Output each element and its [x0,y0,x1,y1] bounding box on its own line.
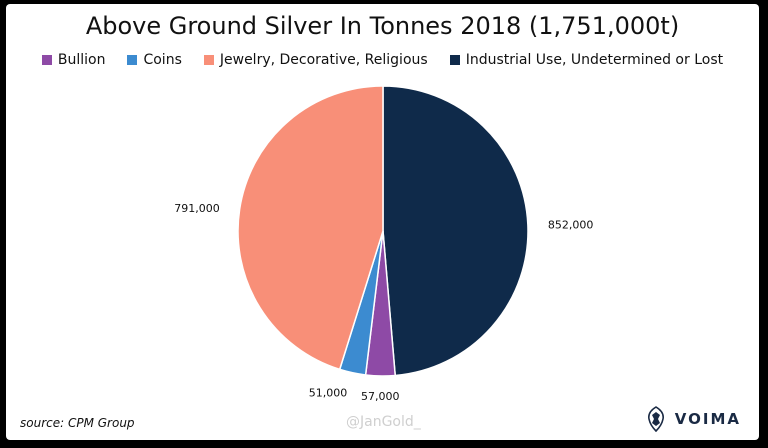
chart-legend: Bullion Coins Jewelry, Decorative, Relig… [6,52,759,68]
logo-text: VOIMA [674,410,741,428]
legend-swatch-coins [127,55,138,65]
legend-swatch-bullion [41,55,52,65]
legend-swatch-industrial [449,55,460,65]
pie-chart: 852,000 57,000 51,000 791,000 [174,85,593,403]
pie-slice-jewelry [237,85,384,371]
legend-item-jewelry: Jewelry, Decorative, Religious [203,52,428,68]
legend-label-bullion: Bullion [57,52,106,68]
pie-slice-industrial [382,85,529,377]
legend-item-bullion: Bullion [41,52,106,68]
voima-logo: VOIMA [645,406,741,432]
source-note: source: CPM Group [20,416,135,430]
chart-title: Above Ground Silver In Tonnes 2018 (1,75… [85,12,680,40]
data-label-coins: 51,000 [309,387,348,400]
chart-frame: Above Ground Silver In Tonnes 2018 (1,75… [6,4,759,440]
legend-label-jewelry: Jewelry, Decorative, Religious [219,52,428,68]
data-label-industrial: 852,000 [548,219,594,232]
pie-labels: 852,000 57,000 51,000 791,000 [174,202,593,403]
data-label-jewelry: 791,000 [174,202,220,215]
legend-label-coins: Coins [143,52,182,68]
lion-crest-icon [647,406,664,432]
legend-label-industrial: Industrial Use, Undetermined or Lost [465,52,724,68]
data-label-bullion: 57,000 [361,390,400,403]
watermark: @JanGold_ [346,414,421,430]
legend-item-industrial: Industrial Use, Undetermined or Lost [449,52,724,68]
pie-slices [237,85,529,377]
legend-swatch-jewelry [203,55,214,65]
legend-item-coins: Coins [127,52,182,68]
